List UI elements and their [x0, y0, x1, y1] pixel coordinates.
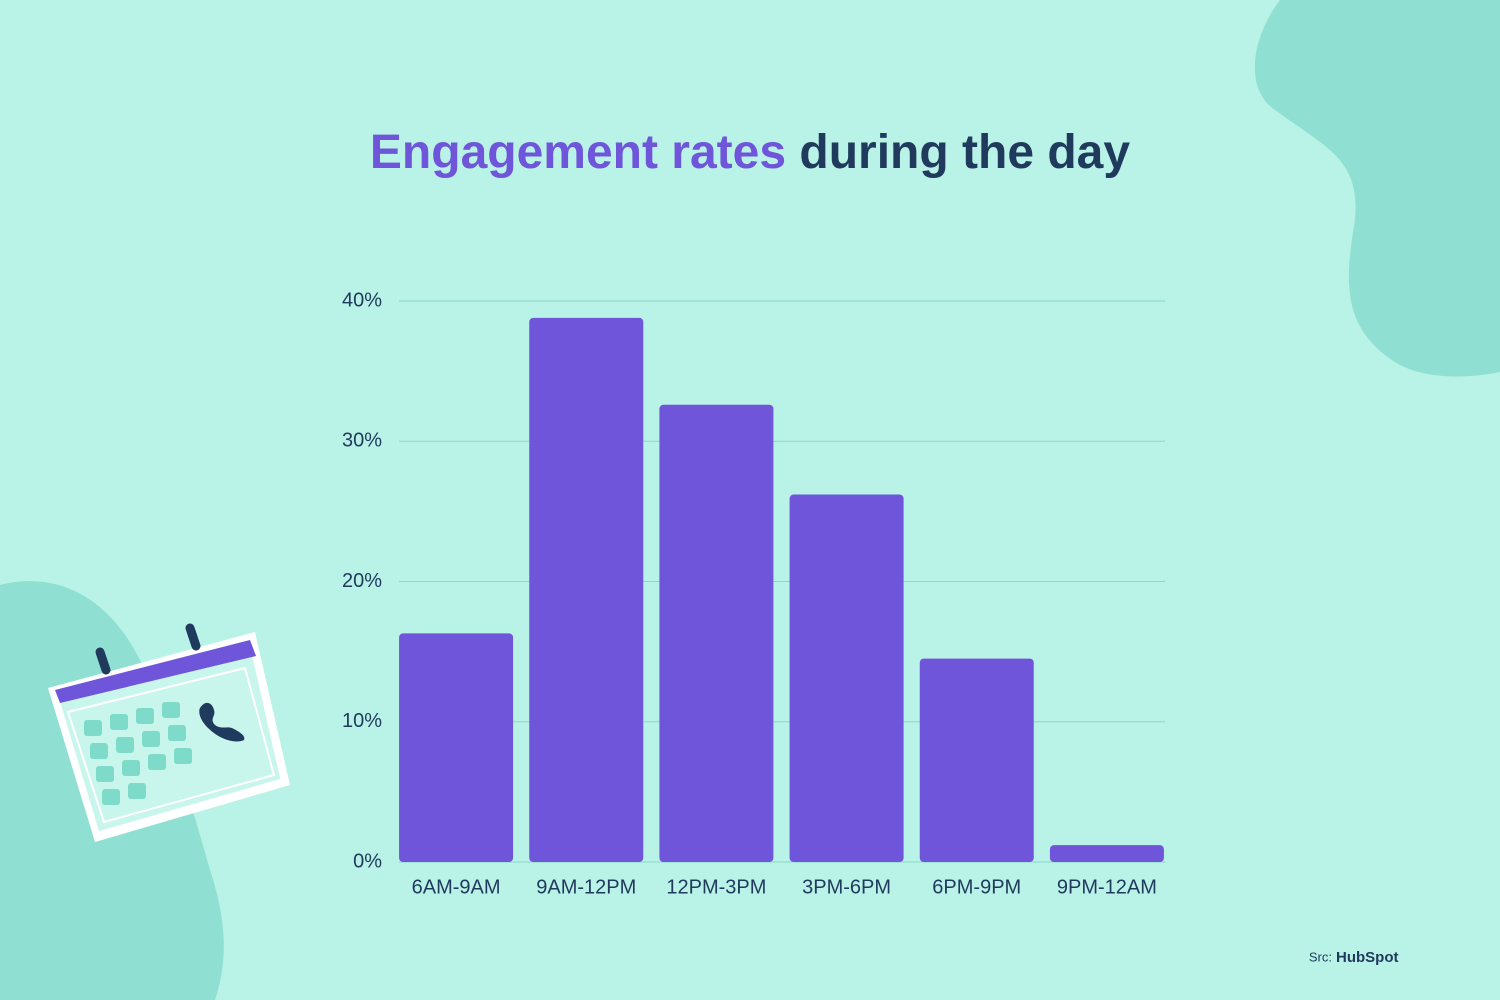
- bar: [529, 317, 644, 863]
- bar: [1049, 845, 1164, 862]
- source-label: Src:: [1309, 949, 1332, 964]
- x-tick-label: 12PM-3PM: [666, 876, 766, 898]
- bar: [919, 658, 1034, 862]
- x-tick-label: 6PM-9PM: [932, 876, 1021, 898]
- y-tick-label: 20%: [342, 570, 382, 592]
- bar: [659, 404, 774, 862]
- background-blob: [1254, 0, 1500, 377]
- title-part: during the day: [799, 126, 1130, 179]
- bar: [399, 633, 514, 862]
- x-tick-label: 9AM-12PM: [536, 876, 636, 898]
- bar: [789, 494, 904, 862]
- calendar-illustration: [48, 623, 290, 842]
- chart-title: Engagement rates during the day: [370, 126, 1130, 179]
- y-tick-label: 0%: [353, 850, 382, 872]
- y-tick-label: 40%: [342, 289, 382, 311]
- title-part: Engagement rates: [370, 126, 786, 179]
- x-tick-label: 3PM-6PM: [802, 876, 891, 898]
- x-tick-label: 9PM-12AM: [1057, 876, 1157, 898]
- y-tick-label: 30%: [342, 430, 382, 452]
- source: HubSpot: [1336, 949, 1398, 966]
- x-tick-label: 6AM-9AM: [412, 876, 501, 898]
- y-tick-label: 10%: [342, 710, 382, 732]
